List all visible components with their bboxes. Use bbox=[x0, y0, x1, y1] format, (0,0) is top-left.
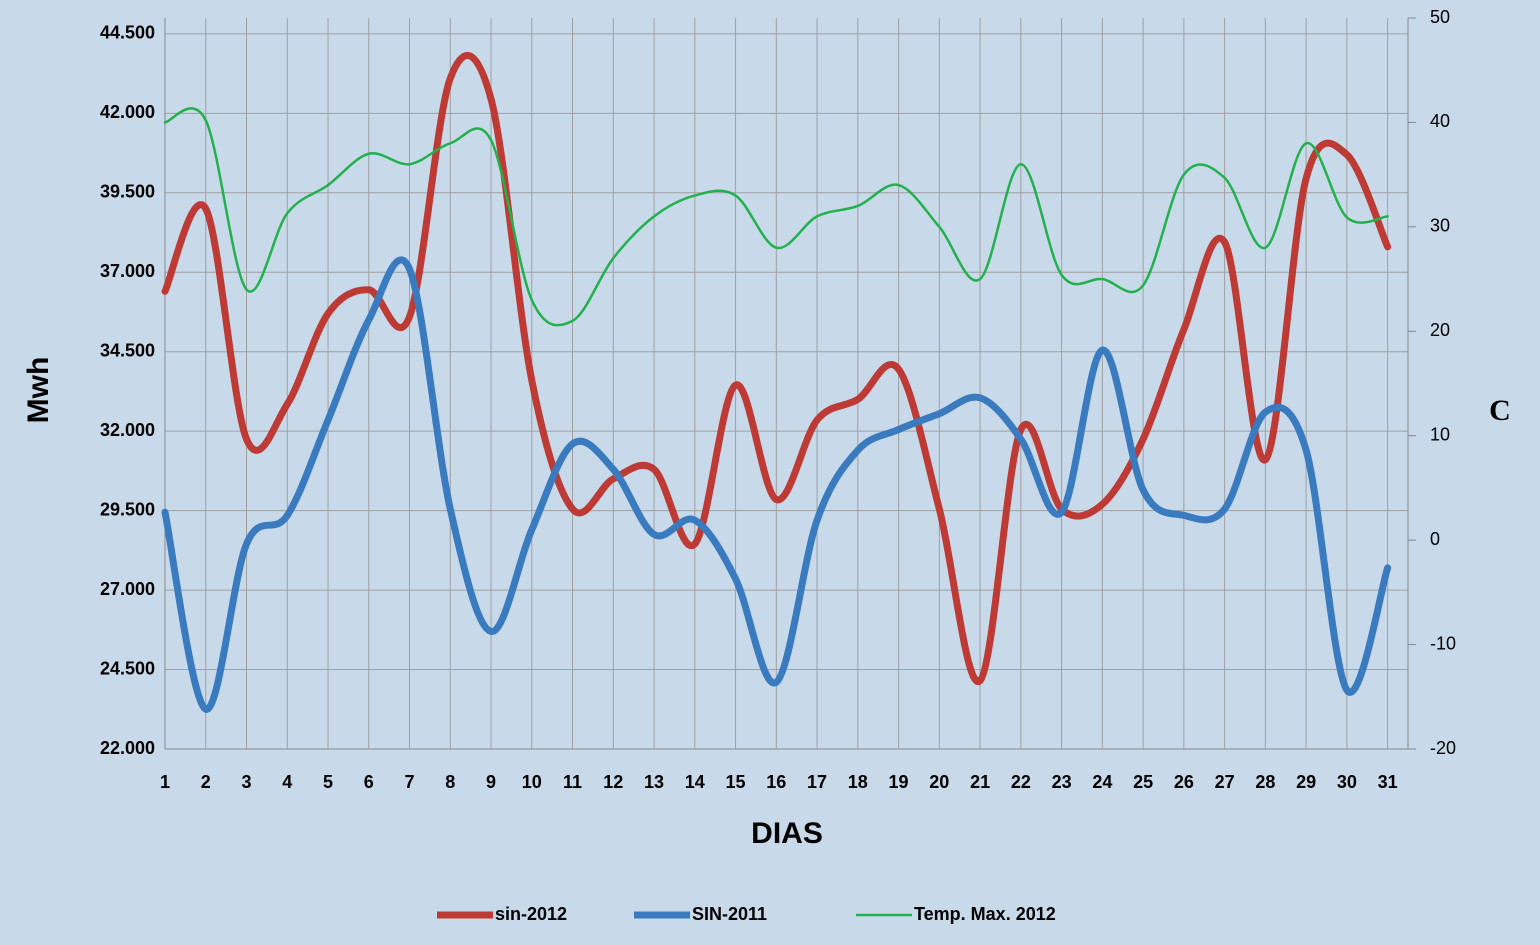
data-line bbox=[161, 52, 1392, 685]
legend-label: SIN-2011 bbox=[692, 904, 767, 924]
x-tick-label: 15 bbox=[726, 772, 746, 792]
y2-axis-title: C bbox=[1489, 394, 1511, 427]
x-tick-label: 11 bbox=[563, 772, 582, 792]
x-tick-label: 26 bbox=[1174, 772, 1194, 792]
x-tick-label: 10 bbox=[522, 772, 542, 792]
y2-tick-label: 0 bbox=[1430, 529, 1440, 549]
y-tick-label: 29.500 bbox=[100, 499, 155, 519]
y-tick-label: 34.500 bbox=[100, 340, 155, 360]
y-tick-label: 42.000 bbox=[100, 102, 155, 122]
x-tick-label: 6 bbox=[364, 772, 374, 792]
y-axis-title: Mwh bbox=[22, 357, 55, 424]
y-tick-label: 44.500 bbox=[100, 23, 155, 43]
x-tick-label: 4 bbox=[282, 772, 292, 792]
x-tick-label: 29 bbox=[1296, 772, 1316, 792]
x-tick-label: 19 bbox=[889, 772, 909, 792]
x-tick-label: 23 bbox=[1052, 772, 1072, 792]
y-tick-label: 22.000 bbox=[100, 738, 155, 758]
x-tick-label: 20 bbox=[929, 772, 949, 792]
y2-tick-label: 20 bbox=[1430, 320, 1450, 340]
x-tick-label: 7 bbox=[405, 772, 415, 792]
legend-label: sin-2012 bbox=[495, 904, 567, 924]
y2-tick-label: 10 bbox=[1430, 424, 1450, 444]
y2-tick-label: -10 bbox=[1430, 633, 1456, 653]
x-tick-label: 17 bbox=[807, 772, 827, 792]
legend-label: Temp. Max. 2012 bbox=[914, 904, 1056, 924]
x-tick-label: 18 bbox=[848, 772, 868, 792]
x-axis-title: DIAS bbox=[751, 817, 823, 850]
data-line bbox=[161, 256, 1392, 713]
x-tick-label: 3 bbox=[242, 772, 252, 792]
x-tick-label: 8 bbox=[445, 772, 455, 792]
x-tick-label: 16 bbox=[766, 772, 786, 792]
y2-tick-label: -20 bbox=[1430, 738, 1456, 758]
x-tick-label: 9 bbox=[486, 772, 496, 792]
x-tick-label: 22 bbox=[1011, 772, 1031, 792]
y-tick-label: 39.500 bbox=[100, 182, 155, 202]
x-tick-label: 14 bbox=[685, 772, 705, 792]
x-tick-label: 28 bbox=[1255, 772, 1275, 792]
x-tick-label: 5 bbox=[323, 772, 333, 792]
y2-tick-label: 40 bbox=[1430, 111, 1450, 131]
y2-tick-label: 30 bbox=[1430, 216, 1450, 236]
x-tick-label: 12 bbox=[603, 772, 623, 792]
y2-tick-label: 50 bbox=[1430, 7, 1450, 27]
x-tick-label: 13 bbox=[644, 772, 664, 792]
y-tick-label: 24.500 bbox=[100, 658, 155, 678]
x-tick-label: 31 bbox=[1378, 772, 1398, 792]
y-tick-label: 27.000 bbox=[100, 579, 155, 599]
x-tick-label: 2 bbox=[201, 772, 211, 792]
x-tick-label: 27 bbox=[1215, 772, 1235, 792]
y-tick-label: 37.000 bbox=[100, 261, 155, 281]
x-tick-label: 25 bbox=[1133, 772, 1153, 792]
x-tick-label: 1 bbox=[160, 772, 170, 792]
y-tick-label: 32.000 bbox=[100, 420, 155, 440]
x-tick-label: 21 bbox=[970, 772, 990, 792]
data-line bbox=[163, 107, 1389, 327]
x-tick-label: 24 bbox=[1092, 772, 1112, 792]
x-tick-label: 30 bbox=[1337, 772, 1357, 792]
